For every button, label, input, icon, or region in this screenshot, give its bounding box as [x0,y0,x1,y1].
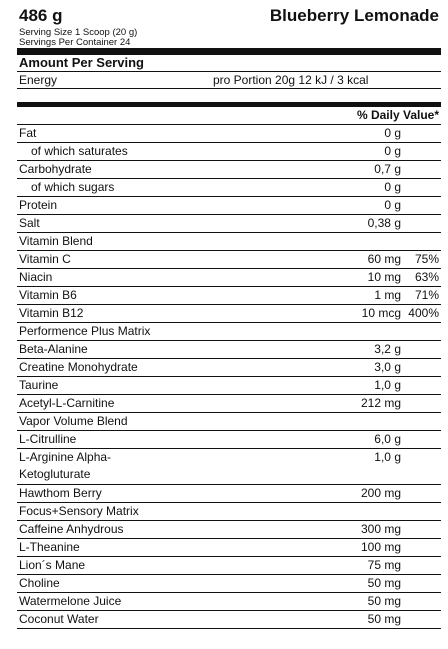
nutrient-row: Vitamin Blend [17,233,441,251]
amount-per-serving-heading: Amount Per Serving [17,55,441,72]
nutrient-amount: 60 mg [367,252,401,266]
nutrient-amount: 6,0 g [374,432,401,446]
nutrient-amount: 0 g [384,198,401,212]
nutrient-amount: 3,2 g [374,342,401,356]
nutrition-label: 486 g Blueberry Lemonade Serving Size 1 … [17,4,441,629]
nutrient-table: Fat 0 g of which saturates 0 g Carbohydrate 0… [17,125,441,629]
daily-value-heading: % Daily Value* [17,107,441,125]
nutrient-row: L-Arginine Alpha-Ketogluturate 1,0 g [17,449,441,485]
nutrient-row: Niacin 10 mg 63% [17,269,441,287]
divider-thick [17,102,441,107]
nutrient-row: Protein 0 g [17,197,441,215]
nutrient-daily-value: 75% [414,252,439,266]
nutrient-row: Vitamin B12 10 mcg 400% [17,305,441,323]
nutrient-amount: 1,0 g [374,378,401,392]
nutrient-amount: 1 mg [374,288,401,302]
nutrient-name: Beta-Alanine [19,342,88,356]
servings-per-container: Servings Per Container 24 [19,37,131,48]
nutrient-amount: 0 g [384,126,401,140]
nutrient-amount: 50 mg [367,612,401,626]
nutrient-row: Fat 0 g [17,125,441,143]
nutrient-row: Creatine Monohydrate 3,0 g [17,359,441,377]
nutrient-amount: 0,38 g [367,216,401,230]
nutrient-name: Caffeine Anhydrous [19,522,124,536]
nutrient-name: Lion´s Mane [19,558,86,572]
nutrient-amount: 75 mg [367,558,401,572]
nutrient-name: Performence Plus Matrix [19,324,151,338]
serving-size: Serving Size 1 Scoop (20 g) [19,27,138,38]
nutrient-name: L-Arginine Alpha-Ketogluturate [19,450,112,481]
nutrient-row: L-Theanine 100 mg [17,539,441,557]
nutrient-name: Acetyl-L-Carnitine [19,396,115,410]
label-header: 486 g Blueberry Lemonade [17,4,441,28]
nutrient-row: Vitamin C 60 mg 75% [17,251,441,269]
nutrient-daily-value: 71% [414,288,439,302]
nutrient-row: Carbohydrate 0,7 g [17,161,441,179]
nutrient-row: Coconut Water 50 mg [17,611,441,629]
nutrient-name: Choline [19,576,60,590]
nutrient-name: Vapor Volume Blend [19,414,128,428]
nutrient-row: L-Citrulline 6,0 g [17,431,441,449]
nutrient-amount: 10 mg [367,270,401,284]
nutrient-row: Lion´s Mane 75 mg [17,557,441,575]
nutrient-amount: 1,0 g [374,450,401,464]
nutrient-amount: 200 mg [360,486,401,500]
nutrient-row: Performence Plus Matrix [17,323,441,341]
nutrient-name: L-Citrulline [19,432,77,446]
nutrient-amount: 50 mg [367,576,401,590]
nutrient-name: Watermelone Juice [19,594,122,608]
net-weight: 486 g [19,6,63,25]
nutrient-name: Creatine Monohydrate [19,360,138,374]
energy-row: Energy pro Portion 20g 12 kJ / 3 kcal [17,72,441,89]
nutrient-row: Focus+Sensory Matrix [17,503,441,521]
nutrient-name: L-Theanine [19,540,80,554]
divider-thick [17,48,441,55]
nutrient-amount: 3,0 g [374,360,401,374]
nutrient-row: of which saturates 0 g [17,143,441,161]
nutrient-row: of which sugars 0 g [17,179,441,197]
nutrient-row: Choline 50 mg [17,575,441,593]
energy-label: Energy [19,73,58,87]
nutrient-name: Hawthom Berry [19,486,102,500]
nutrient-daily-value: 400% [408,306,439,320]
nutrient-row: Hawthom Berry 200 mg [17,485,441,503]
nutrient-row: Watermelone Juice 50 mg [17,593,441,611]
nutrient-daily-value: 63% [414,270,439,284]
nutrient-name: Focus+Sensory Matrix [19,504,139,518]
nutrient-name: Taurine [19,378,59,392]
nutrient-row: Vitamin B6 1 mg 71% [17,287,441,305]
nutrient-row: Taurine 1,0 g [17,377,441,395]
nutrient-name: Vitamin B6 [19,288,77,302]
nutrient-name: Vitamin Blend [19,234,93,248]
nutrient-amount: 300 mg [360,522,401,536]
nutrient-name: Vitamin C [19,252,71,266]
nutrient-name: Salt [19,216,40,230]
nutrient-amount: 10 mcg [361,306,401,320]
energy-value: pro Portion 20g 12 kJ / 3 kcal [213,73,369,87]
nutrient-amount: 100 mg [360,540,401,554]
nutrient-row: Caffeine Anhydrous 300 mg [17,521,441,539]
nutrient-row: Acetyl-L-Carnitine 212 mg [17,395,441,413]
nutrient-name: Coconut Water [19,612,99,626]
nutrient-row: Beta-Alanine 3,2 g [17,341,441,359]
nutrient-amount: 50 mg [367,594,401,608]
nutrient-row: Vapor Volume Blend [17,413,441,431]
nutrient-amount: 212 mg [360,396,401,410]
nutrient-amount: 0 g [384,180,401,194]
nutrient-name: Protein [19,198,58,212]
nutrient-name: Vitamin B12 [19,306,84,320]
nutrient-amount: 0,7 g [374,162,401,176]
nutrient-amount: 0 g [384,144,401,158]
nutrient-row: Salt 0,38 g [17,215,441,233]
nutrient-name: of which saturates [31,144,128,158]
nutrient-name: Carbohydrate [19,162,92,176]
nutrient-name: Niacin [19,270,53,284]
nutrient-name: Fat [19,126,37,140]
flavor-name: Blueberry Lemonade [269,6,439,25]
nutrient-name: of which sugars [31,180,115,194]
